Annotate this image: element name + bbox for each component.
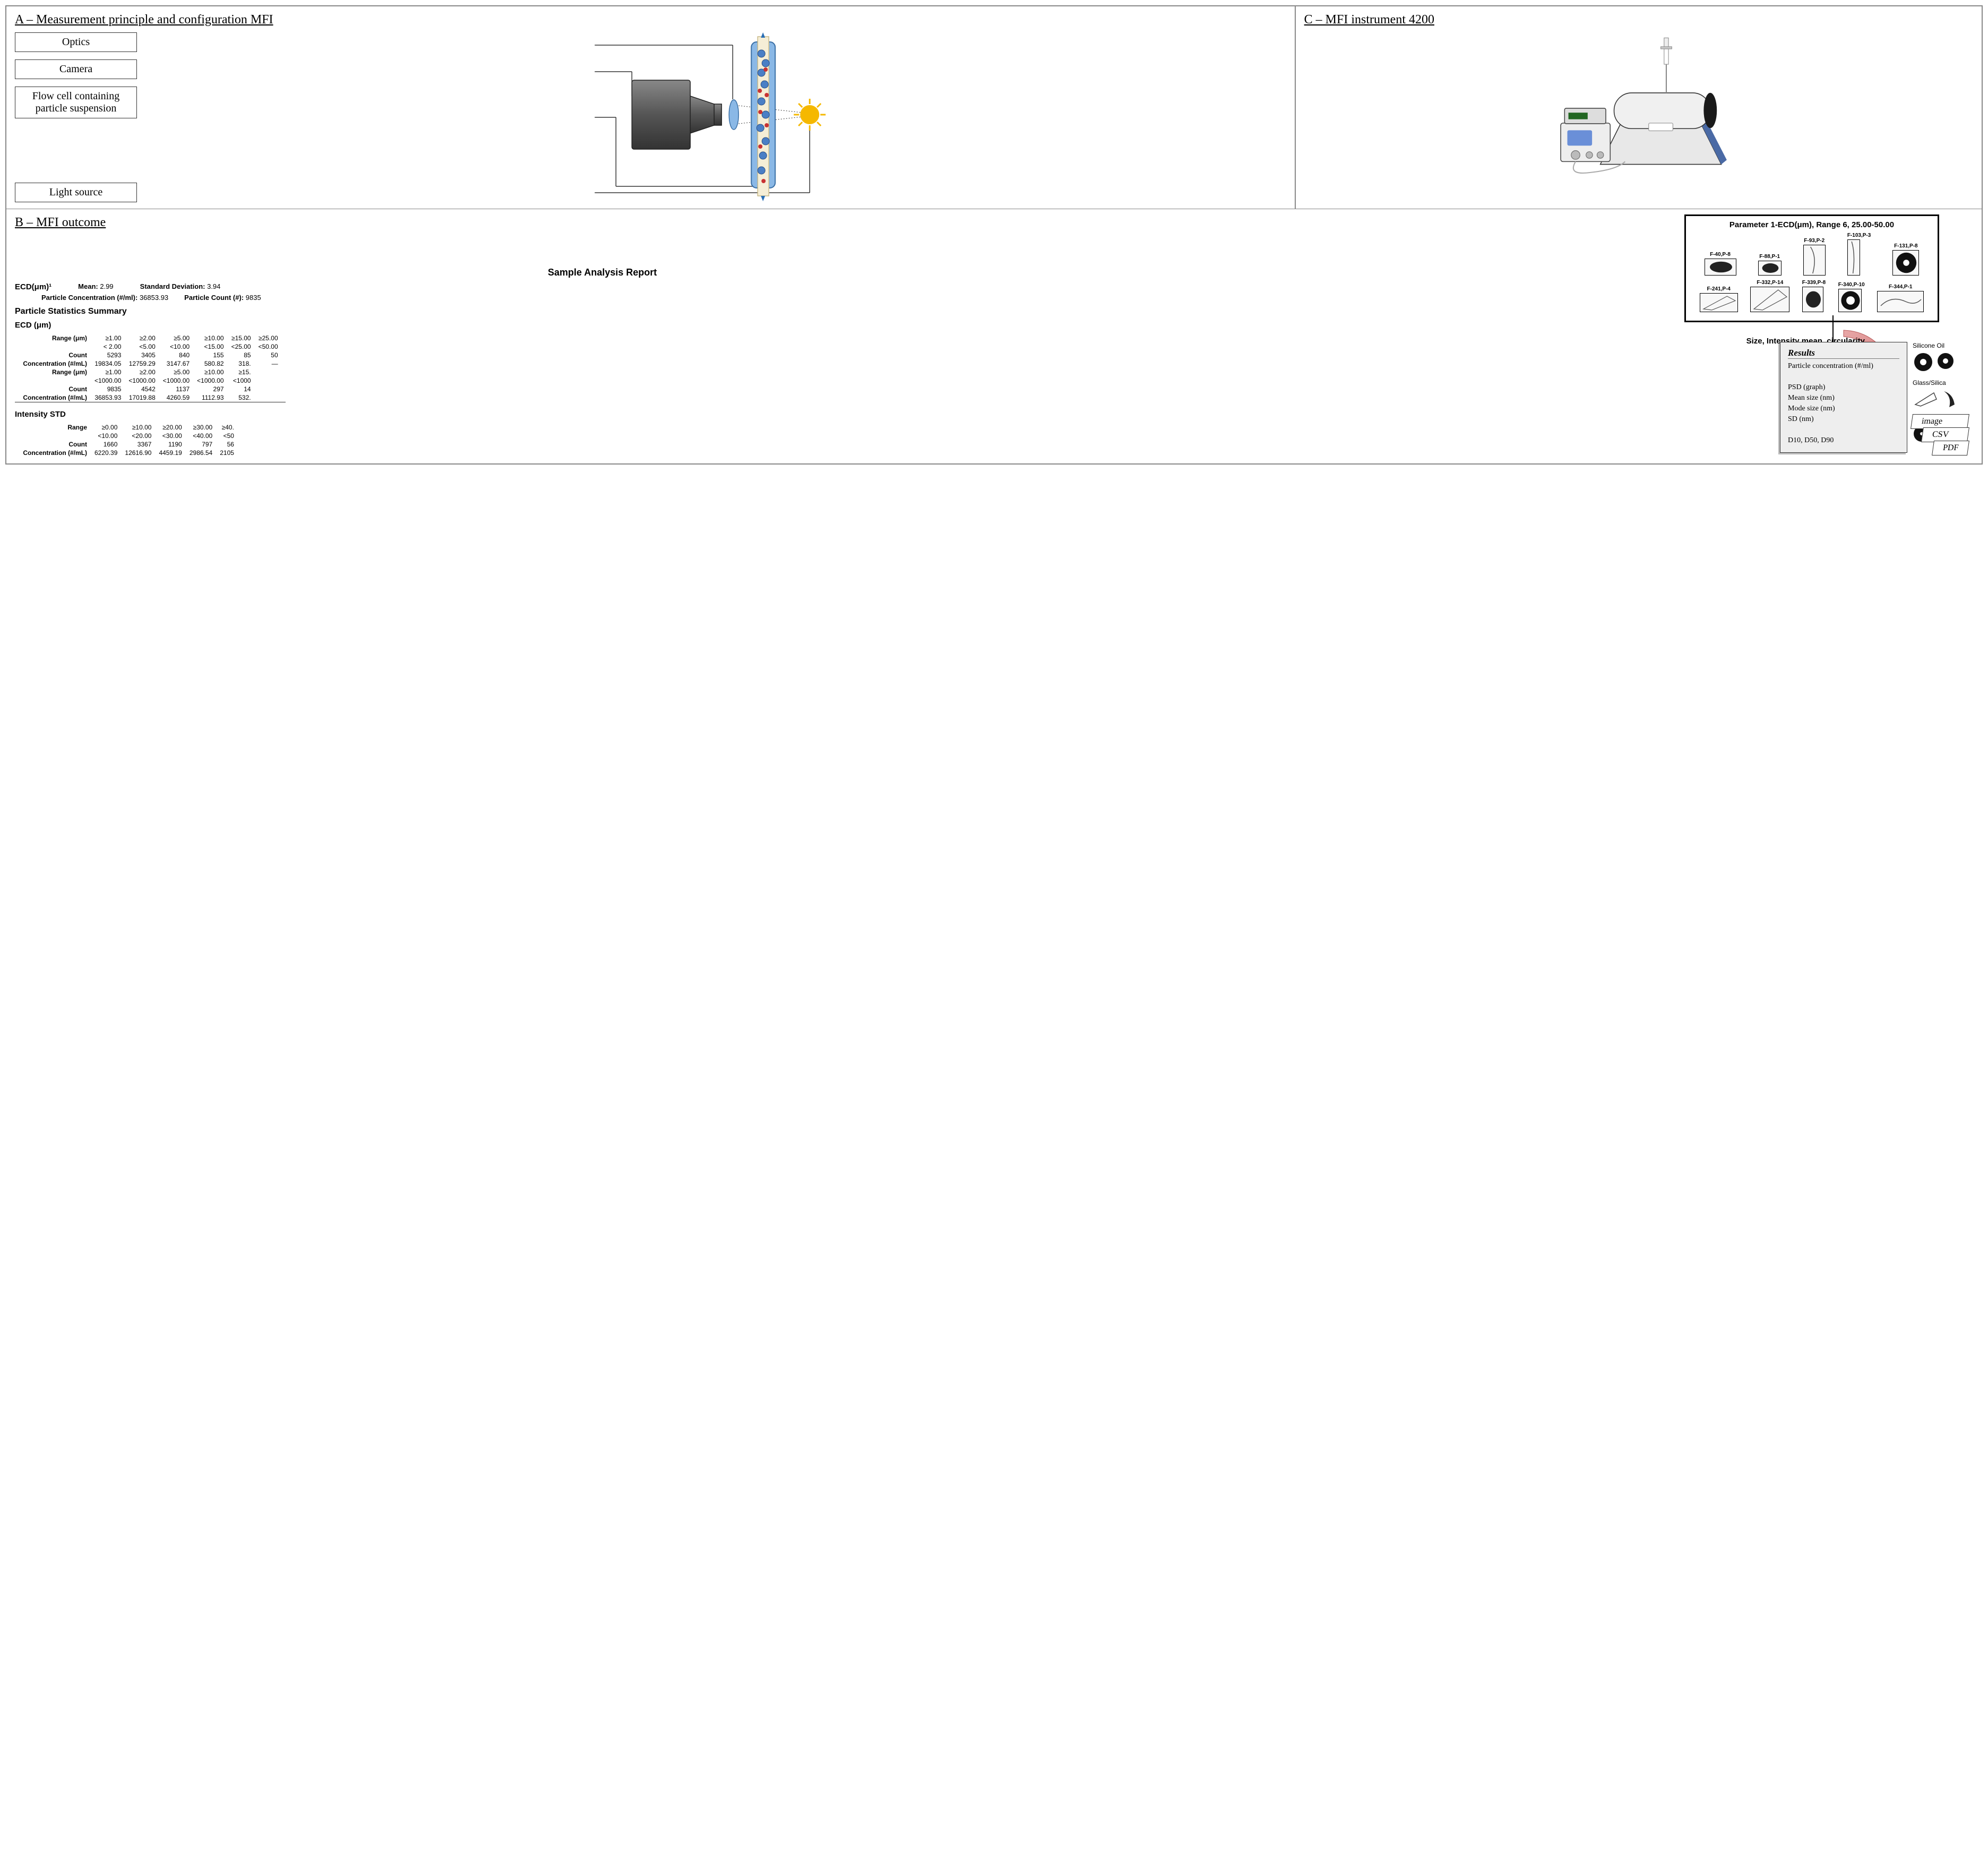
flowcell-label: Flow cell containing particle suspension — [15, 87, 137, 118]
panel-a-diagram — [137, 32, 1286, 202]
panel-a: A – Measurement principle and configurat… — [6, 6, 1295, 209]
camera-label: Camera — [15, 59, 137, 79]
stats-table-1: Range (μm)≥1.00≥2.00≥5.00≥10.00≥15.00≥25… — [15, 334, 286, 402]
particle-thumb: F-339,P-8 — [1802, 280, 1826, 312]
particle-thumb: F-344,P-1 — [1877, 284, 1924, 312]
report-title: Sample Analysis Report — [15, 267, 1190, 278]
results-line — [1788, 426, 1899, 434]
results-line: SD (nm) — [1788, 415, 1899, 424]
particle-thumb: F-332,P-14 — [1750, 280, 1789, 312]
table-row: Range (μm)≥1.00≥2.00≥5.00≥10.00≥15. — [15, 368, 286, 376]
table-row: <1000.00<1000.00<1000.00<1000.00<1000 — [15, 376, 286, 385]
panel-a-content: Optics Camera Flow cell containing parti… — [15, 32, 1286, 202]
schematic-svg — [137, 32, 1286, 202]
table-row: Concentration (#/mL)36853.9317019.884260… — [15, 393, 286, 402]
file-tag-image: image — [1910, 414, 1969, 429]
table-row: Count98354542113729714 — [15, 385, 286, 393]
particle-thumb: F-340,P-10 — [1838, 282, 1865, 312]
particle-thumb: F-131,P-8 — [1892, 243, 1919, 276]
panel-b: B – MFI outcome Sample Analysis Report E… — [6, 209, 1982, 464]
panel-a-title: A – Measurement principle and configurat… — [15, 13, 1286, 27]
results-line: Mean size (nm) — [1788, 394, 1899, 402]
mean-value: 2.99 — [100, 282, 113, 290]
gallery-row-1: F-40,P-8 F-88,P-1 F-93,P-2 F-103,P-3 F-131,P… — [1693, 233, 1930, 276]
sd-value: 3.94 — [207, 282, 220, 290]
panel-c-title: C – MFI instrument 4200 — [1304, 13, 1973, 27]
results-box: Results Particle concentration (#/ml) PS… — [1780, 342, 1907, 453]
top-row: A – Measurement principle and configurat… — [6, 6, 1982, 209]
file-tags: image CSV PDF — [1912, 416, 1968, 455]
particle-gallery: Parameter 1-ECD(μm), Range 6, 25.00-50.0… — [1684, 214, 1939, 322]
pc-value: 36853.93 — [140, 294, 168, 302]
stats-heading: Particle Statistics Summary — [15, 307, 1190, 316]
instrument-illustration — [1304, 32, 1973, 186]
sun-icon — [794, 99, 825, 131]
panel-c: C – MFI instrument 4200 — [1295, 6, 1982, 209]
table-row: < 2.00<5.00<10.00<15.00<25.00<50.00 — [15, 342, 286, 351]
particle-thumb: F-88,P-1 — [1758, 254, 1782, 276]
pcount-value: 9835 — [246, 294, 261, 302]
optics-label: Optics — [15, 32, 137, 52]
silicone-label: Silicone Oil — [1913, 342, 1971, 349]
lightsource-label: Light source — [15, 183, 137, 202]
sd-label: Standard Deviation: — [140, 282, 205, 290]
gallery-title: Parameter 1-ECD(μm), Range 6, 25.00-50.0… — [1693, 220, 1930, 229]
pcount-label: Particle Count (#): — [184, 294, 244, 302]
results-line: D10, D50, D90 — [1788, 436, 1899, 445]
ecd-section: ECD (μm) — [15, 321, 1190, 330]
panel-a-labels: Optics Camera Flow cell containing parti… — [15, 32, 137, 202]
glass-label: Glass/Silica — [1913, 379, 1971, 386]
particle-thumb: F-103,P-3 — [1847, 233, 1871, 276]
particle-thumb: F-241,P-4 — [1700, 286, 1738, 312]
figure-container: A – Measurement principle and configurat… — [5, 5, 1983, 465]
stats-table-2: Range≥0.00≥10.00≥20.00≥30.00≥40.<10.00<2… — [15, 423, 249, 457]
table-row: Count529334058401558550 — [15, 351, 286, 359]
particle-thumb: F-40,P-8 — [1705, 252, 1736, 276]
results-line: PSD (graph) — [1788, 383, 1899, 392]
table-row: Count16603367119079756 — [15, 440, 249, 449]
ecd-heading: ECD(μm)¹ — [15, 282, 51, 291]
results-title: Results — [1788, 348, 1899, 359]
silicone-row — [1913, 351, 1971, 373]
table-row: Concentration (#/mL)6220.3912616.904459.… — [15, 449, 249, 457]
panel-b-title: B – MFI outcome — [15, 216, 1973, 230]
table-row: <10.00<20.00<30.00<40.00<50 — [15, 432, 249, 440]
sample-report: Sample Analysis Report ECD(μm)¹ Mean: 2.… — [15, 267, 1190, 457]
particle-thumb: F-93,P-2 — [1803, 238, 1826, 276]
results-line: Particle concentration (#/ml) — [1788, 362, 1899, 371]
intensity-section: Intensity STD — [15, 410, 1190, 419]
results-line: Mode size (nm) — [1788, 405, 1899, 413]
pc-label: Particle Concentration (#/ml): — [41, 294, 137, 302]
results-line — [1788, 373, 1899, 381]
table-row: Range (μm)≥1.00≥2.00≥5.00≥10.00≥15.00≥25… — [15, 334, 286, 342]
mean-label: Mean: — [78, 282, 98, 290]
table-row: Range≥0.00≥10.00≥20.00≥30.00≥40. — [15, 423, 249, 432]
glass-row — [1913, 389, 1971, 409]
file-tag-csv: CSV — [1921, 427, 1969, 442]
file-tag-pdf: PDF — [1932, 441, 1969, 455]
table-row: Concentration (#/mL)19834.0512759.293147… — [15, 359, 286, 368]
gallery-row-2: F-241,P-4 F-332,P-14 F-339,P-8 F-340,P-10 F-… — [1693, 280, 1930, 312]
